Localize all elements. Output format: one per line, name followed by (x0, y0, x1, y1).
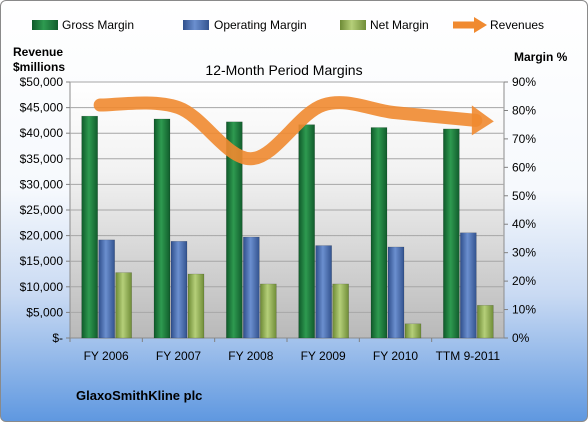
bar-gross-margin (226, 121, 243, 339)
legend-swatch-operating-margin (183, 20, 209, 30)
right-tick-label: 80% (512, 103, 536, 117)
bar-operating-margin (460, 232, 477, 339)
bar-net-margin (187, 273, 205, 339)
left-tick-label: $- (52, 331, 63, 345)
left-tick-label: $25,000 (20, 203, 64, 217)
right-tick-label: 40% (512, 217, 536, 231)
right-tick-label: 90% (512, 75, 536, 89)
x-tick-label: FY 2010 (373, 349, 418, 363)
right-tick-label: 70% (512, 132, 536, 146)
left-tick-label: $20,000 (20, 229, 64, 243)
legend-swatch-gross-margin (32, 20, 58, 30)
bar-gross-margin (370, 127, 388, 339)
left-axis-label-line1: Revenue (13, 45, 63, 59)
company-name: GlaxoSmithKline plc (76, 388, 202, 403)
right-tick-label: 30% (512, 246, 536, 260)
x-axis-ticks: FY 2006 FY 2007 FY 2008 FY 2009 FY 2010 TTM 9… (69, 338, 501, 363)
left-tick-label: $5,000 (26, 305, 63, 319)
x-tick-label: FY 2008 (228, 349, 273, 363)
bar-operating-margin (170, 241, 188, 339)
legend-label-operating-margin: Operating Margin (214, 18, 307, 32)
right-axis-label: Margin % (514, 50, 568, 64)
left-tick-label: $50,000 (20, 75, 64, 89)
right-axis-ticks: 0% 10% 20% 30% 40% 50% 60% 70% 80% 90% (504, 75, 536, 345)
bar-gross-margin (81, 115, 98, 339)
revenue-arrowhead (471, 105, 494, 136)
right-tick-label: 0% (512, 331, 530, 345)
chart-title: 12-Month Period Margins (205, 62, 362, 78)
right-tick-label: 60% (512, 160, 536, 174)
right-tick-label: 20% (512, 274, 536, 288)
bar-gross-margin (298, 124, 315, 339)
left-tick-label: $30,000 (20, 177, 64, 191)
legend-label-net-margin: Net Margin (370, 18, 429, 32)
legend-swatch-revenues (453, 17, 487, 33)
legend: Gross Margin Operating Margin Net Margin… (32, 17, 544, 33)
bar-net-margin (477, 305, 494, 339)
x-tick-label: FY 2007 (156, 349, 201, 363)
bar-operating-margin (243, 236, 260, 339)
bars (81, 115, 494, 339)
left-axis-ticks: $- $5,000 $10,000 $15,000 $20,000 $25,000 $30,… (20, 75, 70, 345)
bar-net-margin (332, 283, 349, 339)
left-tick-label: $45,000 (20, 101, 64, 115)
left-axis-label-line2: $millions (13, 60, 65, 74)
legend-swatch-net-margin (340, 20, 366, 30)
bar-gross-margin (443, 128, 460, 339)
left-tick-label: $15,000 (20, 254, 64, 268)
bar-gross-margin (153, 118, 171, 339)
bar-net-margin (404, 323, 422, 339)
bar-net-margin (115, 272, 132, 339)
x-tick-label: TTM 9-2011 (436, 349, 501, 363)
left-tick-label: $35,000 (20, 152, 64, 166)
left-tick-label: $40,000 (20, 126, 64, 140)
legend-label-revenues: Revenues (490, 18, 544, 32)
revenue-line-group (93, 96, 494, 166)
bar-operating-margin (315, 245, 332, 339)
legend-label-gross-margin: Gross Margin (62, 18, 134, 32)
revenue-line (93, 96, 483, 166)
right-tick-label: 50% (512, 189, 536, 203)
bar-net-margin (260, 283, 277, 339)
left-tick-label: $10,000 (20, 280, 64, 294)
right-tick-label: 10% (512, 303, 536, 317)
x-tick-label: FY 2006 (84, 349, 129, 363)
bar-operating-margin (387, 246, 405, 339)
x-tick-label: FY 2009 (301, 349, 346, 363)
bar-operating-margin (98, 239, 115, 339)
